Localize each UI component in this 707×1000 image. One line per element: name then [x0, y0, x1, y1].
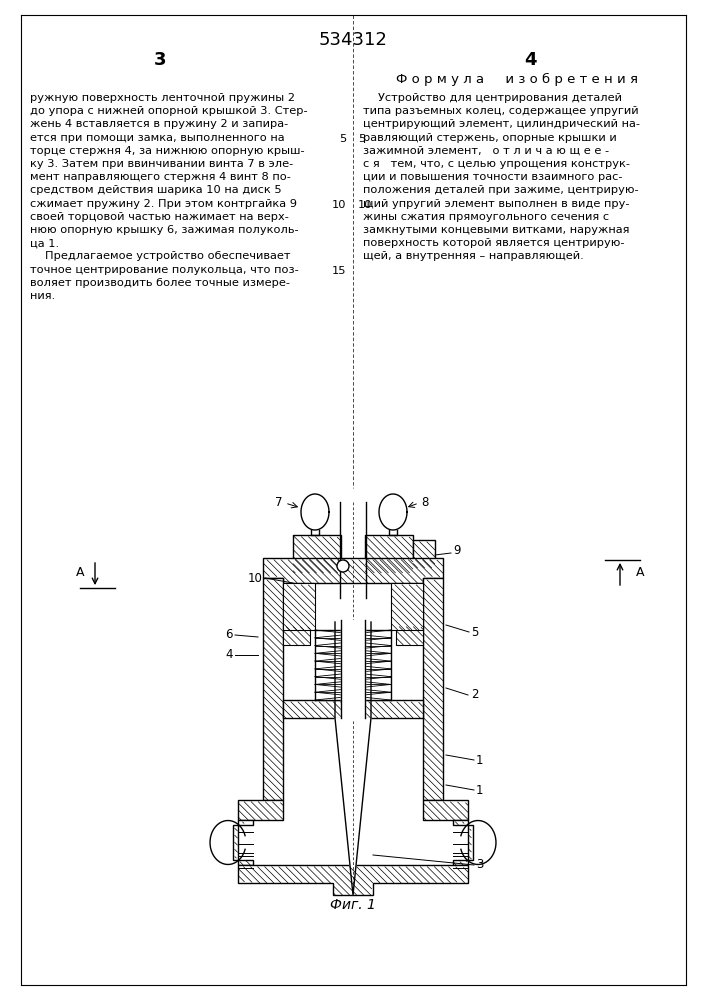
Polygon shape — [379, 494, 407, 530]
Text: 534312: 534312 — [319, 31, 387, 49]
Text: 5: 5 — [339, 134, 346, 144]
Text: центрирующий элемент, цилиндрический на-: центрирующий элемент, цилиндрический на- — [363, 119, 640, 129]
Polygon shape — [341, 620, 365, 720]
Text: сжимает пружину 2. При этом контргайка 9: сжимает пружину 2. При этом контргайка 9 — [30, 199, 297, 209]
Text: с я   тем, что, с целью упрощения конструк-: с я тем, что, с целью упрощения конструк… — [363, 159, 630, 169]
Text: 9: 9 — [453, 544, 460, 558]
Text: 10: 10 — [332, 200, 346, 210]
Polygon shape — [423, 578, 443, 800]
Text: торце стержня 4, за нижнюю опорную крыш-: торце стержня 4, за нижнюю опорную крыш- — [30, 146, 305, 156]
Polygon shape — [283, 625, 310, 645]
Text: 5: 5 — [358, 134, 366, 144]
Polygon shape — [453, 820, 473, 865]
Text: 7: 7 — [276, 496, 283, 510]
Text: до упора с нижней опорной крышкой 3. Стер-: до упора с нижней опорной крышкой 3. Сте… — [30, 106, 308, 116]
Text: поверхность которой является центрирую-: поверхность которой является центрирую- — [363, 238, 624, 248]
Text: 8: 8 — [421, 496, 428, 510]
Polygon shape — [283, 700, 423, 718]
Text: ния.: ния. — [30, 291, 55, 301]
Polygon shape — [413, 540, 435, 568]
Text: Фиг. 1: Фиг. 1 — [330, 898, 376, 912]
Text: Ф о р м у л а     и з о б р е т е н и я: Ф о р м у л а и з о б р е т е н и я — [396, 72, 638, 86]
Text: 4: 4 — [524, 51, 536, 69]
Polygon shape — [293, 535, 341, 573]
Text: равляющий стержень, опорные крышки и: равляющий стержень, опорные крышки и — [363, 133, 617, 143]
Text: нюю опорную крышку 6, зажимая полуколь-: нюю опорную крышку 6, зажимая полуколь- — [30, 225, 298, 235]
Polygon shape — [396, 625, 423, 645]
Circle shape — [337, 560, 349, 572]
Text: точное центрирование полукольца, что поз-: точное центрирование полукольца, что поз… — [30, 265, 299, 275]
Text: воляет производить более точные измере-: воляет производить более точные измере- — [30, 278, 290, 288]
Text: замкнутыми концевыми витками, наружная: замкнутыми концевыми витками, наружная — [363, 225, 629, 235]
Text: 5: 5 — [471, 626, 479, 639]
Text: жень 4 вставляется в пружину 2 и запира-: жень 4 вставляется в пружину 2 и запира- — [30, 119, 288, 129]
Polygon shape — [233, 820, 253, 865]
Polygon shape — [238, 800, 283, 820]
Text: жины сжатия прямоугольного сечения с: жины сжатия прямоугольного сечения с — [363, 212, 609, 222]
Text: 1: 1 — [476, 754, 484, 766]
Polygon shape — [365, 535, 413, 573]
Text: Устройство для центрирования деталей: Устройство для центрирования деталей — [378, 93, 622, 103]
Text: средством действия шарика 10 на диск 5: средством действия шарика 10 на диск 5 — [30, 185, 281, 195]
Text: ца 1.: ца 1. — [30, 238, 59, 248]
Text: ции и повышения точности взаимного рас-: ции и повышения точности взаимного рас- — [363, 172, 622, 182]
Text: 4: 4 — [226, 648, 233, 662]
Polygon shape — [301, 494, 329, 530]
Text: щий упругий элемент выполнен в виде пру-: щий упругий элемент выполнен в виде пру- — [363, 199, 629, 209]
Text: 15: 15 — [332, 266, 346, 276]
Polygon shape — [263, 578, 283, 800]
Polygon shape — [335, 718, 371, 895]
Bar — [283, 583, 423, 700]
Text: ется при помощи замка, выполненного на: ется при помощи замка, выполненного на — [30, 133, 285, 143]
Polygon shape — [238, 865, 468, 895]
Polygon shape — [315, 630, 391, 700]
Polygon shape — [423, 800, 468, 820]
Bar — [253, 820, 453, 865]
Text: A: A — [636, 566, 644, 578]
Polygon shape — [283, 583, 315, 630]
Text: ружную поверхность ленточной пружины 2: ружную поверхность ленточной пружины 2 — [30, 93, 295, 103]
Text: 1: 1 — [476, 784, 484, 796]
Text: ку 3. Затем при ввинчивании винта 7 в эле-: ку 3. Затем при ввинчивании винта 7 в эл… — [30, 159, 293, 169]
Text: 2: 2 — [471, 688, 479, 702]
Polygon shape — [391, 583, 423, 630]
Text: 3: 3 — [476, 858, 484, 871]
Text: зажимной элемент,   о т л и ч а ю щ е е -: зажимной элемент, о т л и ч а ю щ е е - — [363, 146, 609, 156]
Polygon shape — [340, 502, 366, 598]
Text: 10: 10 — [358, 200, 373, 210]
Text: своей торцовой частью нажимает на верх-: своей торцовой частью нажимает на верх- — [30, 212, 289, 222]
Text: 3: 3 — [153, 51, 166, 69]
Text: 10: 10 — [248, 572, 263, 584]
Text: A: A — [76, 566, 84, 578]
Text: мент направляющего стержня 4 винт 8 по-: мент направляющего стержня 4 винт 8 по- — [30, 172, 291, 182]
Text: Предлагаемое устройство обеспечивает: Предлагаемое устройство обеспечивает — [45, 251, 291, 261]
Text: щей, а внутренняя – направляющей.: щей, а внутренняя – направляющей. — [363, 251, 584, 261]
Bar — [22, 490, 685, 920]
Text: 6: 6 — [226, 629, 233, 642]
Polygon shape — [263, 558, 443, 583]
Text: положения деталей при зажиме, центрирую-: положения деталей при зажиме, центрирую- — [363, 185, 638, 195]
Text: типа разъемных колец, содержащее упругий: типа разъемных колец, содержащее упругий — [363, 106, 638, 116]
